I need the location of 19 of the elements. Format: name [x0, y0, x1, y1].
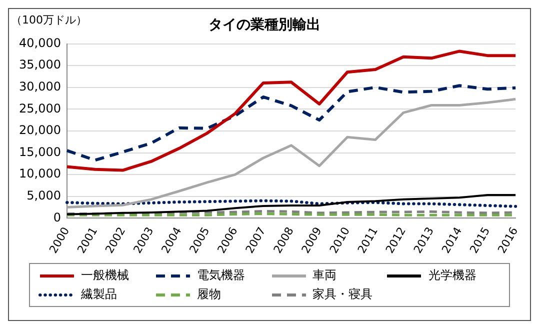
- legend-label: 電気機器: [196, 267, 245, 284]
- y-tick-label: 20,000: [18, 123, 61, 138]
- chart-title: タイの業種別輸出: [208, 17, 320, 34]
- legend-label: 一般機械: [81, 267, 129, 284]
- y-tick-label: 30,000: [18, 80, 61, 94]
- y-tick-label: 35,000: [18, 58, 61, 72]
- legend-label: 光学機器: [428, 267, 476, 284]
- y-tick-label: 15,000: [18, 144, 61, 159]
- legend-label: 履物: [196, 286, 221, 303]
- y-axis-title: （100万ドル）: [11, 13, 87, 26]
- line-series: [65, 84, 518, 162]
- y-tick-label: 5,000: [26, 188, 61, 202]
- legend-label: 家具・寝具: [312, 286, 372, 303]
- y-tick-label: 10,000: [18, 166, 61, 181]
- legend-label: 車両: [312, 267, 336, 284]
- legend-label: 繊製品: [81, 286, 117, 303]
- y-tick-label: 0: [53, 210, 61, 224]
- y-tick-label: 25,000: [18, 101, 61, 116]
- y-tick-label: 40,000: [18, 36, 61, 50]
